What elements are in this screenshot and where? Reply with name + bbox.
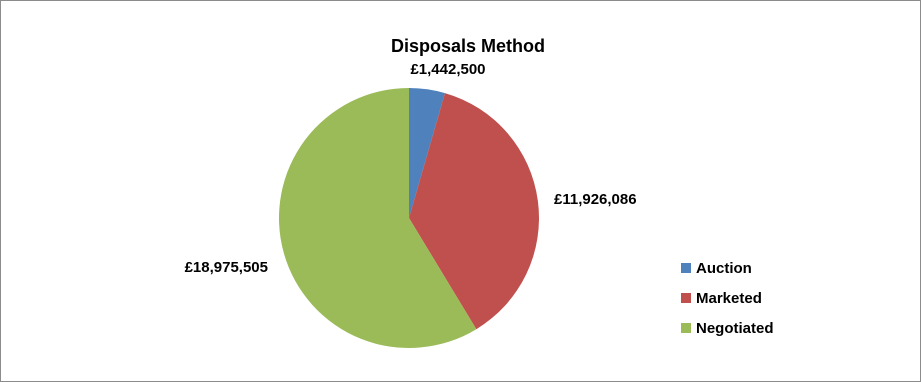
pie-data-labels: £1,442,500 £11,926,086 £18,975,505 <box>185 61 637 276</box>
pie-slice-marketed <box>409 93 539 330</box>
legend-swatch-negotiated <box>681 323 691 333</box>
legend: Auction Marketed Negotiated <box>681 260 774 337</box>
legend-label-marketed: Marketed <box>696 290 762 307</box>
chart-title: Disposals Method <box>391 36 545 56</box>
legend-swatch-marketed <box>681 293 691 303</box>
data-label-auction: £1,442,500 <box>410 61 485 78</box>
pie-slices <box>279 87 539 348</box>
pie-slice-negotiated <box>279 87 477 348</box>
legend-label-negotiated: Negotiated <box>696 320 774 337</box>
data-label-negotiated: £18,975,505 <box>185 259 268 276</box>
data-label-marketed: £11,926,086 <box>554 191 637 208</box>
legend-label-auction: Auction <box>696 260 752 277</box>
pie-slice-auction <box>409 88 445 218</box>
legend-swatch-auction <box>681 263 691 273</box>
